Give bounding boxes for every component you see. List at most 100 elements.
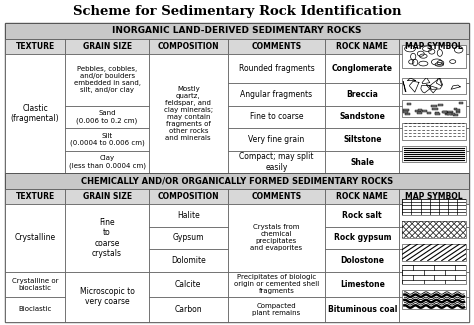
Bar xyxy=(325,204,400,227)
Text: Pebbles, cobbles,
and/or boulders
embedded in sand,
silt, and/or clay: Pebbles, cobbles, and/or boulders embedd… xyxy=(73,66,141,93)
Bar xyxy=(400,39,469,54)
Text: COMPOSITION: COMPOSITION xyxy=(157,192,219,201)
Bar xyxy=(325,106,400,128)
Bar xyxy=(435,112,438,114)
Bar xyxy=(228,83,325,106)
Bar xyxy=(400,83,469,106)
Bar xyxy=(443,111,447,113)
Text: Calcite: Calcite xyxy=(175,280,201,289)
Text: Rock gypsum: Rock gypsum xyxy=(334,233,391,242)
Bar xyxy=(65,106,149,128)
Bar xyxy=(149,39,228,54)
Bar xyxy=(149,297,228,322)
Bar xyxy=(325,151,400,174)
Text: Fine to coarse: Fine to coarse xyxy=(250,112,303,122)
Text: Dolostone: Dolostone xyxy=(340,256,384,265)
Bar xyxy=(400,128,469,151)
Bar xyxy=(402,123,466,139)
Bar xyxy=(149,272,228,297)
Bar xyxy=(447,113,452,115)
Bar xyxy=(149,189,228,204)
Bar xyxy=(405,113,410,115)
Bar xyxy=(65,204,149,272)
Bar xyxy=(5,272,65,297)
Text: Crystalline or
bioclastic: Crystalline or bioclastic xyxy=(12,278,58,291)
Bar xyxy=(65,189,149,204)
Text: COMMENTS: COMMENTS xyxy=(251,192,301,201)
Bar xyxy=(402,290,466,309)
Bar xyxy=(228,39,325,54)
Text: Precipitates of biologic
origin or cemented shell
fragments: Precipitates of biologic origin or cemen… xyxy=(234,274,319,294)
Bar xyxy=(431,105,437,107)
Text: Compact; may split
easily: Compact; may split easily xyxy=(239,152,314,172)
Text: Silt
(0.0004 to 0.006 cm): Silt (0.0004 to 0.006 cm) xyxy=(70,133,145,146)
Bar xyxy=(325,249,400,272)
Bar xyxy=(325,227,400,249)
Bar xyxy=(228,106,325,128)
Bar xyxy=(400,204,469,227)
Bar xyxy=(418,109,422,111)
Bar xyxy=(450,113,455,115)
Bar xyxy=(402,45,466,68)
Bar xyxy=(402,146,466,162)
Bar xyxy=(456,111,461,113)
Bar xyxy=(400,272,469,297)
Text: Compacted
plant remains: Compacted plant remains xyxy=(252,303,301,316)
Bar xyxy=(445,113,449,115)
Bar xyxy=(5,39,65,54)
Bar xyxy=(442,111,447,113)
Text: TEXTURE: TEXTURE xyxy=(16,192,55,201)
Text: GRAIN SIZE: GRAIN SIZE xyxy=(82,42,132,51)
Bar xyxy=(5,204,65,272)
Text: CHEMICALLY AND/OR ORGANICALLY FORMED SEDIMENTARY ROCKS: CHEMICALLY AND/OR ORGANICALLY FORMED SED… xyxy=(81,177,393,186)
Text: MAP SYMBOL: MAP SYMBOL xyxy=(405,42,463,51)
Text: COMPOSITION: COMPOSITION xyxy=(157,42,219,51)
Bar xyxy=(402,244,466,261)
Bar xyxy=(149,227,228,249)
Bar xyxy=(65,151,149,174)
Bar xyxy=(325,128,400,151)
Bar xyxy=(402,221,466,238)
Text: ROCK NAME: ROCK NAME xyxy=(337,192,388,201)
Bar xyxy=(421,111,427,112)
Bar xyxy=(65,39,149,54)
Text: Sandstone: Sandstone xyxy=(339,112,385,122)
Text: Angular fragments: Angular fragments xyxy=(240,90,312,99)
Bar xyxy=(400,189,469,204)
Bar xyxy=(228,189,325,204)
Bar xyxy=(407,103,411,105)
Bar xyxy=(5,174,469,189)
Text: Halite: Halite xyxy=(177,211,200,220)
Bar xyxy=(228,128,325,151)
Bar xyxy=(402,78,466,94)
Text: Mostly
quartz,
feldspar, and
clay minerals;
may contain
fragments of
other rocks: Mostly quartz, feldspar, and clay minera… xyxy=(164,86,213,141)
Text: Bituminous coal: Bituminous coal xyxy=(328,305,397,314)
Text: Crystals from
chemical
precipitates
and evaporites: Crystals from chemical precipitates and … xyxy=(250,225,302,252)
Text: MAP SYMBOL: MAP SYMBOL xyxy=(405,192,463,201)
Bar xyxy=(65,128,149,151)
Bar xyxy=(403,110,409,111)
Bar xyxy=(400,151,469,174)
Bar xyxy=(415,110,421,112)
Bar xyxy=(417,112,422,114)
Text: Breccia: Breccia xyxy=(346,90,378,99)
Bar xyxy=(400,227,469,249)
Bar xyxy=(400,106,469,128)
Bar xyxy=(325,83,400,106)
Text: Siltstone: Siltstone xyxy=(343,135,382,144)
Text: Scheme for Sedimentary Rock Identification: Scheme for Sedimentary Rock Identificati… xyxy=(73,6,401,19)
Bar xyxy=(228,297,325,322)
Bar xyxy=(447,111,453,113)
Bar xyxy=(5,54,65,174)
Text: Sand
(0.006 to 0.2 cm): Sand (0.006 to 0.2 cm) xyxy=(76,110,138,124)
Bar xyxy=(454,108,457,110)
Bar xyxy=(325,39,400,54)
Text: GRAIN SIZE: GRAIN SIZE xyxy=(82,192,132,201)
Bar xyxy=(402,100,466,117)
Bar xyxy=(325,297,400,322)
Text: Limestone: Limestone xyxy=(340,280,385,289)
Bar xyxy=(325,189,400,204)
Text: TEXTURE: TEXTURE xyxy=(16,42,55,51)
Text: Rounded fragments: Rounded fragments xyxy=(238,64,314,73)
Bar xyxy=(325,272,400,297)
